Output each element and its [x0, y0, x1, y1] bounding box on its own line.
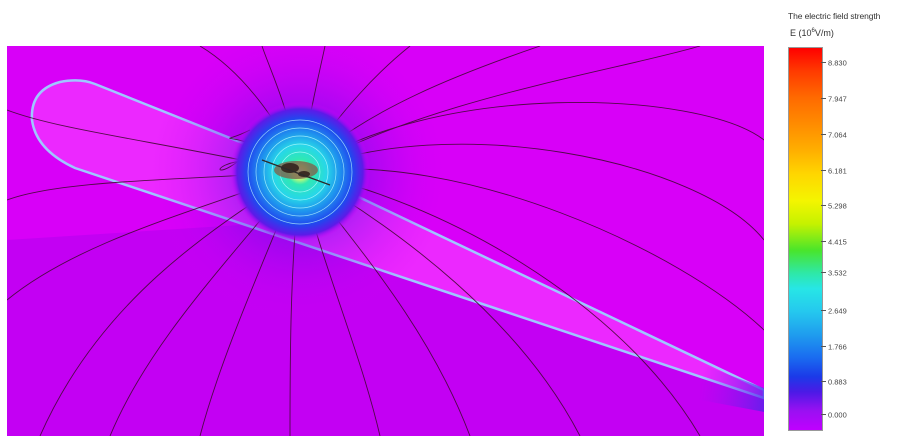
colorbar-tick-label: 0.000 — [828, 410, 847, 420]
tick-mark — [821, 205, 826, 206]
colorbar-tick-label: 7.947 — [828, 94, 847, 104]
tick-mark — [821, 98, 826, 99]
tick-mark — [821, 170, 826, 171]
legend-unit-prefix: E (10 — [790, 28, 812, 38]
colorbar-tick-label: 6.181 — [828, 166, 847, 176]
legend-unit-exponent: 6 — [811, 28, 815, 34]
colorbar-tick-label: 2.649 — [828, 306, 847, 316]
colorbar-tick-label: 5.298 — [828, 201, 847, 211]
legend-unit-suffix: V/m) — [814, 28, 834, 38]
colorbar-tick-label: 0.883 — [828, 377, 847, 387]
colorbar-tick-label: 8.830 — [828, 58, 847, 68]
tick-mark — [821, 134, 826, 135]
colorbar — [788, 47, 823, 431]
colorbar-tick-label: 4.415 — [828, 237, 847, 247]
tick-mark — [821, 241, 826, 242]
colorbar-tick-label: 7.064 — [828, 130, 847, 140]
tick-mark — [821, 346, 826, 347]
colorbar-tick-label: 3.532 — [828, 268, 847, 278]
tick-mark — [821, 310, 826, 311]
tip-glow — [690, 360, 764, 412]
legend-unit: E (106V/m) — [790, 28, 834, 38]
legend-title: The electric field strength — [788, 11, 881, 21]
defect-marker — [261, 159, 331, 186]
tick-mark — [821, 62, 826, 63]
tick-mark — [821, 381, 826, 382]
colorbar-tick-label: 1.766 — [828, 342, 847, 352]
contour-rings — [247, 119, 353, 225]
tick-mark — [821, 272, 826, 273]
tick-mark — [821, 414, 826, 415]
